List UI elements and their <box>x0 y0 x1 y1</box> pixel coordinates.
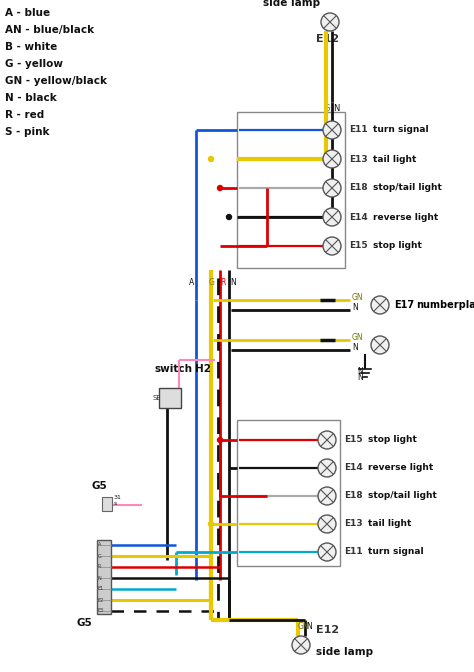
Text: tail light: tail light <box>373 155 416 163</box>
Text: GN: GN <box>352 333 364 342</box>
Circle shape <box>323 208 341 226</box>
Text: 31: 31 <box>114 495 122 500</box>
Text: numberplate: numberplate <box>416 300 474 310</box>
Text: reverse light: reverse light <box>373 212 438 222</box>
Circle shape <box>371 296 389 314</box>
Text: GN: GN <box>298 622 310 631</box>
Text: GN - yellow/black: GN - yellow/black <box>5 76 107 86</box>
Text: stop/tail light: stop/tail light <box>373 183 442 192</box>
Text: N: N <box>352 343 358 352</box>
Text: E14: E14 <box>344 464 363 472</box>
Text: E13: E13 <box>344 519 363 528</box>
Text: G5: G5 <box>77 618 93 628</box>
Text: E18: E18 <box>349 183 368 192</box>
Text: s: s <box>114 501 117 506</box>
Text: E13: E13 <box>349 155 368 163</box>
Text: A: A <box>98 542 101 548</box>
Text: N: N <box>98 575 102 581</box>
Text: E11: E11 <box>349 126 368 134</box>
Text: G: G <box>209 278 215 287</box>
Text: N: N <box>306 622 312 631</box>
Circle shape <box>371 336 389 354</box>
Circle shape <box>209 157 213 161</box>
Text: turn signal: turn signal <box>368 548 424 556</box>
Text: SB: SB <box>153 395 162 401</box>
Text: N - black: N - black <box>5 93 57 103</box>
Text: tail light: tail light <box>368 519 411 528</box>
Text: turn signal: turn signal <box>373 126 428 134</box>
Text: E17: E17 <box>394 300 414 310</box>
Text: GN: GN <box>352 293 364 302</box>
Text: E12: E12 <box>316 625 339 635</box>
Text: G5: G5 <box>92 481 108 491</box>
Text: stop/tail light: stop/tail light <box>368 491 437 501</box>
Text: E15: E15 <box>349 241 368 251</box>
Text: reverse light: reverse light <box>368 464 433 472</box>
Text: N: N <box>357 367 363 376</box>
Circle shape <box>318 487 336 505</box>
Circle shape <box>218 437 222 442</box>
Text: H2: H2 <box>195 364 211 374</box>
Text: A - blue: A - blue <box>5 8 50 18</box>
Circle shape <box>218 185 222 190</box>
Circle shape <box>323 121 341 139</box>
Circle shape <box>292 636 310 654</box>
Bar <box>237 420 340 566</box>
Text: E18: E18 <box>344 491 363 501</box>
Circle shape <box>323 237 341 255</box>
Text: B - white: B - white <box>5 42 57 52</box>
Text: R: R <box>98 564 101 569</box>
Circle shape <box>323 179 341 197</box>
Circle shape <box>227 214 231 220</box>
Text: N: N <box>333 104 339 113</box>
Text: S - pink: S - pink <box>5 127 49 137</box>
Circle shape <box>318 543 336 561</box>
Text: N: N <box>352 303 358 312</box>
Text: G - yellow: G - yellow <box>5 59 63 69</box>
Text: E14: E14 <box>349 212 368 222</box>
Text: E1: E1 <box>98 587 104 591</box>
Circle shape <box>323 150 341 168</box>
Bar <box>159 388 181 408</box>
Text: switch: switch <box>155 364 193 374</box>
Text: side lamp: side lamp <box>316 647 373 657</box>
Text: G: G <box>324 104 330 113</box>
Text: E12: E12 <box>317 34 339 44</box>
Text: E11: E11 <box>344 548 363 556</box>
Bar <box>102 497 112 511</box>
Bar <box>97 540 111 614</box>
Circle shape <box>321 13 339 31</box>
Bar <box>237 112 345 268</box>
Text: E2: E2 <box>98 597 104 603</box>
Text: R - red: R - red <box>5 110 44 120</box>
Circle shape <box>209 521 213 526</box>
Circle shape <box>318 431 336 449</box>
Text: E3: E3 <box>98 609 104 614</box>
Text: R: R <box>220 278 225 287</box>
Text: G: G <box>98 554 102 558</box>
Text: side lamp: side lamp <box>263 0 320 8</box>
Text: N: N <box>357 373 363 382</box>
Text: E15: E15 <box>344 435 363 444</box>
Text: stop light: stop light <box>373 241 422 251</box>
Circle shape <box>318 515 336 533</box>
Circle shape <box>318 459 336 477</box>
Text: AN - blue/black: AN - blue/black <box>5 25 94 35</box>
Text: N: N <box>230 278 236 287</box>
Text: stop light: stop light <box>368 435 417 444</box>
Text: A: A <box>189 278 194 287</box>
